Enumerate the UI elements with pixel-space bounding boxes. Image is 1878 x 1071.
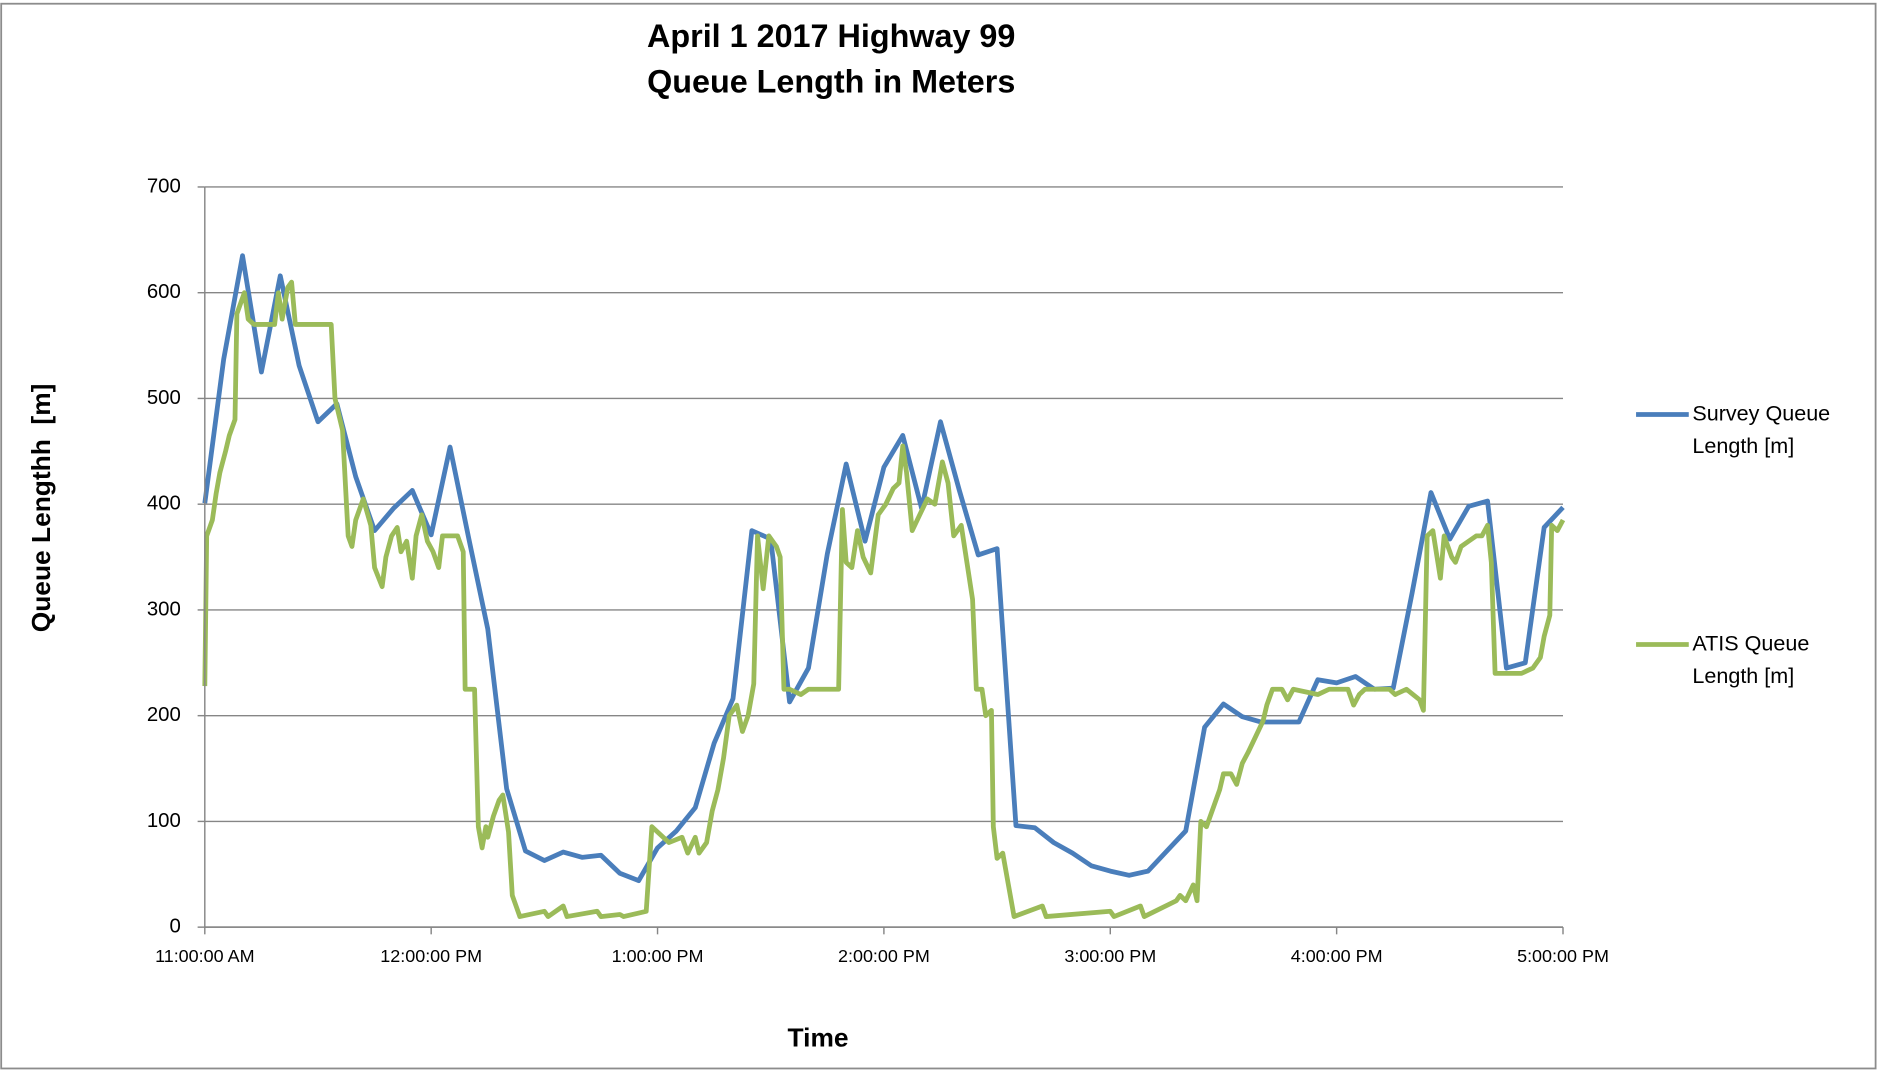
y-tick-label: 0 bbox=[170, 916, 181, 938]
plot-lines bbox=[202, 253, 1566, 919]
legend-label-box: ATIS Queue Length [m] bbox=[1692, 631, 1810, 688]
x-tick-label: 12:00:00 PM bbox=[380, 946, 482, 966]
legend-label: ATIS Queue Length [m] bbox=[1692, 631, 1810, 688]
series-line bbox=[202, 253, 1565, 884]
x-axis-title: Time bbox=[788, 1023, 849, 1053]
y-axis-title: Queue Lengthh [m] bbox=[26, 384, 56, 633]
series-line bbox=[202, 279, 1566, 919]
x-tick-label: 4:00:00 PM bbox=[1291, 946, 1383, 966]
legend: Survey Queue Length [m] ATIS Queue Length… bbox=[1636, 401, 1831, 688]
y-tick-label: 700 bbox=[147, 175, 181, 197]
x-tick-label: 11:00:00 AM bbox=[155, 946, 254, 966]
y-tick-label: 500 bbox=[147, 387, 181, 409]
x-tick-label: 5:00:00 PM bbox=[1517, 946, 1609, 966]
x-tick-label: 2:00:00 PM bbox=[838, 946, 930, 966]
y-tick-label: 400 bbox=[147, 493, 181, 515]
x-tick-label: 3:00:00 PM bbox=[1064, 946, 1156, 966]
legend-label-box: Survey Queue Length [m] bbox=[1692, 401, 1831, 458]
y-tick-label: 200 bbox=[147, 704, 181, 726]
chart-title: April 1 2017 Highway 99 bbox=[647, 18, 1015, 54]
y-tick-label: 300 bbox=[147, 598, 181, 620]
y-tick-label: 100 bbox=[147, 810, 181, 832]
y-tick-label: 600 bbox=[147, 281, 181, 303]
chart-title: Queue Length in Meters bbox=[647, 64, 1015, 100]
axes: 0 100 200 300 400 500 600 700 11:00:00 AM 12:00:0… bbox=[147, 175, 1609, 965]
x-tick-label: 1:00:00 PM bbox=[612, 946, 704, 966]
legend-label: Survey Queue Length [m] bbox=[1692, 401, 1831, 458]
